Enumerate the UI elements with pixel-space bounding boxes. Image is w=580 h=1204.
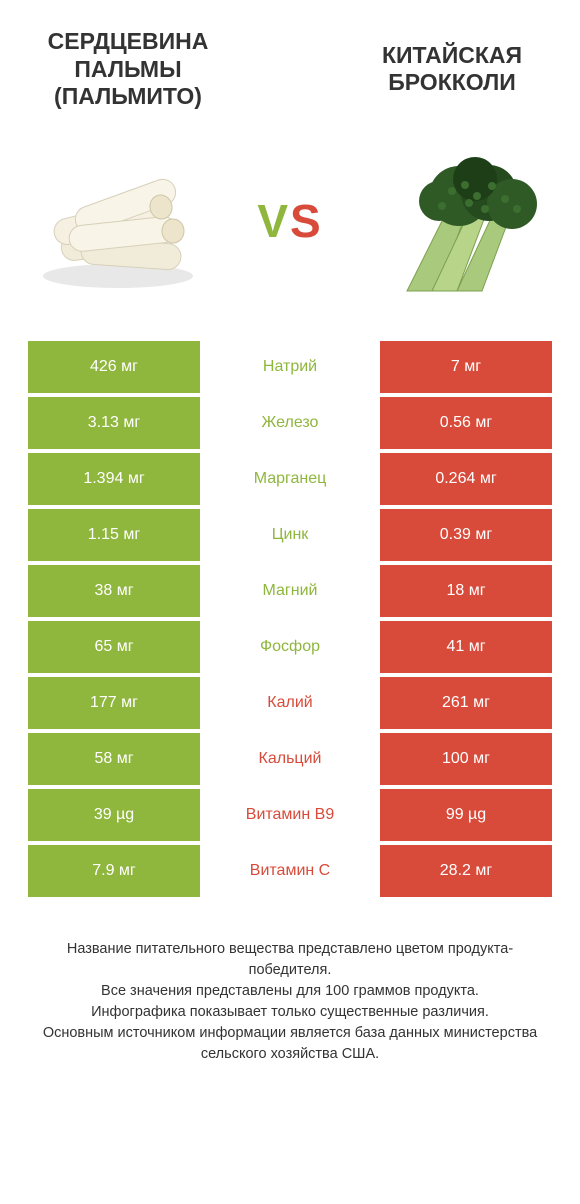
table-row: 65 мгФосфор41 мг xyxy=(28,621,552,677)
right-value: 261 мг xyxy=(376,677,552,729)
header: СЕРДЦЕВИНА ПАЛЬМЫ (ПАЛЬМИТО) КИТАЙСКАЯ Б… xyxy=(0,0,580,121)
comparison-table: 426 мгНатрий7 мг3.13 мгЖелезо0.56 мг1.39… xyxy=(0,341,580,901)
right-value: 99 µg xyxy=(376,789,552,841)
footer-line: Все значения представлены для 100 граммо… xyxy=(30,981,550,1002)
left-value: 38 мг xyxy=(28,565,204,617)
right-value: 18 мг xyxy=(376,565,552,617)
nutrient-label: Железо xyxy=(204,397,376,449)
left-product-title: СЕРДЦЕВИНА ПАЛЬМЫ (ПАЛЬМИТО) xyxy=(28,28,228,111)
nutrient-label: Натрий xyxy=(204,341,376,393)
table-row: 1.394 мгМарганец0.264 мг xyxy=(28,453,552,509)
footer-notes: Название питательного вещества представл… xyxy=(0,901,580,1065)
right-product-image xyxy=(372,131,552,311)
nutrient-label: Марганец xyxy=(204,453,376,505)
right-value: 0.56 мг xyxy=(376,397,552,449)
right-value: 100 мг xyxy=(376,733,552,785)
nutrient-label: Фосфор xyxy=(204,621,376,673)
nutrient-label: Витамин B9 xyxy=(204,789,376,841)
nutrient-label: Витамин C xyxy=(204,845,376,897)
nutrient-label: Калий xyxy=(204,677,376,729)
table-row: 3.13 мгЖелезо0.56 мг xyxy=(28,397,552,453)
left-value: 7.9 мг xyxy=(28,845,204,897)
nutrient-label: Кальций xyxy=(204,733,376,785)
footer-line: Инфографика показывает только существенн… xyxy=(30,1002,550,1023)
left-value: 58 мг xyxy=(28,733,204,785)
right-value: 0.264 мг xyxy=(376,453,552,505)
left-product-image xyxy=(28,131,208,311)
left-value: 39 µg xyxy=(28,789,204,841)
left-value: 3.13 мг xyxy=(28,397,204,449)
vs-v: V xyxy=(257,194,290,248)
footer-line: Название питательного вещества представл… xyxy=(30,939,550,981)
left-value: 1.394 мг xyxy=(28,453,204,505)
left-value: 1.15 мг xyxy=(28,509,204,561)
left-value: 177 мг xyxy=(28,677,204,729)
left-value: 65 мг xyxy=(28,621,204,673)
table-row: 177 мгКалий261 мг xyxy=(28,677,552,733)
table-row: 7.9 мгВитамин C28.2 мг xyxy=(28,845,552,901)
right-value: 0.39 мг xyxy=(376,509,552,561)
right-value: 28.2 мг xyxy=(376,845,552,897)
vs-label: V S xyxy=(257,194,322,248)
left-value: 426 мг xyxy=(28,341,204,393)
table-row: 426 мгНатрий7 мг xyxy=(28,341,552,397)
footer-line: Основным источником информации является … xyxy=(30,1023,550,1065)
table-row: 58 мгКальций100 мг xyxy=(28,733,552,789)
nutrient-label: Магний xyxy=(204,565,376,617)
right-value: 7 мг xyxy=(376,341,552,393)
table-row: 39 µgВитамин B999 µg xyxy=(28,789,552,845)
right-product-title: КИТАЙСКАЯ БРОККОЛИ xyxy=(352,42,552,97)
table-row: 1.15 мгЦинк0.39 мг xyxy=(28,509,552,565)
table-row: 38 мгМагний18 мг xyxy=(28,565,552,621)
images-row: V S xyxy=(0,121,580,341)
vs-s: S xyxy=(290,194,323,248)
right-value: 41 мг xyxy=(376,621,552,673)
nutrient-label: Цинк xyxy=(204,509,376,561)
